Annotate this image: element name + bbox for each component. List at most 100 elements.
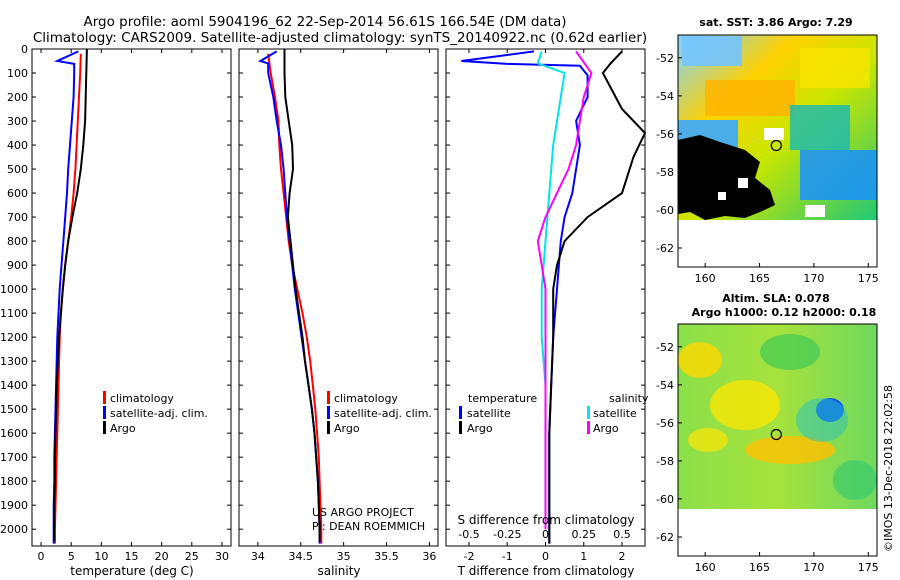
lon-tick-label: 170	[803, 561, 824, 574]
salinity-x-axis: 34 34.5 35 35.5 36	[251, 49, 436, 563]
x-tick-label: 34	[251, 550, 265, 563]
lon-tick-label: 160	[695, 561, 716, 574]
x-tick-label: 10	[94, 550, 108, 563]
sla-high-patch	[678, 342, 722, 378]
legend-salinity-title: salinity	[609, 392, 649, 405]
difference-panel: -2 -1 0 1 2 -0.5 -0.25 0 0.25 0.5 T difference f…	[445, 48, 649, 578]
x-tick-label: 0	[38, 550, 45, 563]
sla-low-halo	[796, 398, 848, 442]
legend-swatch-satellite	[103, 406, 106, 419]
x-tick-label: 25	[185, 550, 199, 563]
difference-legend-right: salinity satellite Argo	[587, 392, 649, 435]
salinity-difference-tick-label: 0	[542, 528, 549, 541]
sla-high-patch-2	[710, 380, 780, 430]
temperature-legend: climatology satellite-adj. clim. Argo	[103, 391, 208, 435]
legend-climatology: climatology	[334, 392, 398, 405]
depth-tick-label: 300	[7, 115, 28, 128]
depth-tick-label: 900	[7, 259, 28, 272]
lon-tick-label: 165	[749, 561, 770, 574]
legend-argo: Argo	[110, 422, 136, 435]
sla-map-axes: 160 165 170 175 -52 -54 -56 -58 -60 -62	[656, 341, 879, 574]
sst-warm-patch	[705, 80, 795, 116]
salinity-legend: climatology satellite-adj. clim. Argo	[327, 391, 432, 435]
depth-tick-label: 1400	[0, 379, 28, 392]
lat-tick-label: -56	[656, 128, 674, 141]
series-argo	[53, 48, 88, 542]
salinity-difference-axis: -0.5 -0.25 0 0.25 0.5	[458, 528, 631, 541]
depth-axis: 0 100 200 300 400 500 600 700 800 900 1000 1100 1200…	[0, 43, 645, 536]
sla-map-title-2: Argo h1000: 0.12 h2000: 0.18	[692, 306, 877, 319]
x-tick-label: 36	[422, 550, 436, 563]
legend-satellite: satellite-adj. clim.	[110, 407, 208, 420]
depth-tick-label: 1100	[0, 307, 28, 320]
x-tick-label: 15	[125, 550, 139, 563]
sst-cold-patch	[682, 36, 742, 66]
salinity-panel: 34 34.5 35 35.5 36 salinity climatology sate…	[238, 48, 439, 578]
depth-tick-label: 700	[7, 211, 28, 224]
x-tick-label: -1	[502, 550, 513, 563]
sst-map-frame	[677, 34, 878, 268]
depth-tick-label: 1300	[0, 355, 28, 368]
x-tick-label: 1	[580, 550, 587, 563]
lat-tick-label: -52	[656, 341, 674, 354]
x-tick-label: 0	[542, 550, 549, 563]
sst-teal-patch	[790, 105, 850, 150]
title-line-1: Argo profile: aoml 5904196_62 22-Sep-201…	[83, 14, 566, 30]
sla-high-patch-3	[745, 436, 835, 464]
legend-swatch-temp-satellite	[459, 406, 462, 419]
legend-climatology: climatology	[110, 392, 174, 405]
legend-temperature-title: temperature	[468, 392, 537, 405]
sla-mid-patch	[760, 334, 820, 370]
depth-tick-label: 1900	[0, 499, 28, 512]
x-tick-label: 2	[619, 550, 626, 563]
legend-swatch-argo	[327, 421, 330, 434]
legend-argo: Argo	[334, 422, 360, 435]
depth-tick-label: 2000	[0, 523, 28, 536]
salinity-axes-frame	[238, 48, 439, 547]
depth-tick-label: 1200	[0, 331, 28, 344]
lat-tick-label: -56	[656, 417, 674, 430]
x-tick-label: 5	[68, 550, 75, 563]
x-tick-label: 34.5	[289, 550, 314, 563]
depth-tick-label: 600	[7, 187, 28, 200]
lon-tick-label: 175	[858, 272, 879, 285]
temperature-xlabel: temperature (deg C)	[70, 564, 193, 578]
pi-annotation: PI: DEAN ROEMMICH	[312, 520, 425, 533]
lat-tick-label: -52	[656, 52, 674, 65]
legend-swatch-climatology	[103, 391, 106, 404]
temperature-lines	[52, 48, 88, 544]
lat-tick-label: -58	[656, 455, 674, 468]
lon-tick-label: 175	[858, 561, 879, 574]
series-climatology	[267, 53, 323, 544]
depth-tick-label: 1500	[0, 403, 28, 416]
legend-temp-satellite: satellite	[467, 407, 511, 420]
lat-tick-label: -54	[656, 379, 674, 392]
x-tick-label: 30	[215, 550, 229, 563]
float-position-marker	[770, 428, 782, 441]
difference-legend-left: temperature satellite Argo	[459, 392, 537, 435]
lat-tick-label: -62	[656, 242, 674, 255]
sst-blue-patch	[800, 150, 877, 200]
sst-map-title: sat. SST: 3.86 Argo: 7.29	[699, 16, 852, 29]
lat-tick-label: -62	[656, 531, 674, 544]
sla-field	[678, 324, 877, 509]
lon-tick-label: 160	[695, 272, 716, 285]
sst-warm-patch-2	[800, 48, 870, 88]
sst-gap-2	[718, 192, 726, 200]
difference-top-label: S difference from climatology	[458, 513, 635, 527]
sst-map-axes: 160 165 170 175 -52 -54 -56 -58 -60 -62	[656, 52, 879, 285]
x-tick-label: 35	[337, 550, 351, 563]
legend-temp-argo: Argo	[467, 422, 493, 435]
sla-map-title-1: Altim. SLA: 0.078	[722, 292, 829, 305]
float-position-marker	[770, 139, 782, 152]
depth-tick-label: 400	[7, 139, 28, 152]
series-temperature-satellite	[461, 50, 589, 544]
difference-xlabel: T difference from climatology	[457, 564, 635, 578]
legend-swatch-satellite	[327, 406, 330, 419]
sla-map-panel: Altim. SLA: 0.078 Argo h1000: 0.12 h2000…	[656, 292, 879, 574]
depth-tick-label: 100	[7, 67, 28, 80]
lon-tick-label: 170	[803, 272, 824, 285]
title-line-2: Climatology: CARS2009. Satellite-adjuste…	[33, 30, 647, 46]
sst-map-panel: sat. SST: 3.86 Argo: 7.29 160 165 170 175 -5…	[656, 16, 879, 285]
imos-watermark: ©IMOS 13-Dec-2018 22:02:58	[882, 385, 895, 552]
